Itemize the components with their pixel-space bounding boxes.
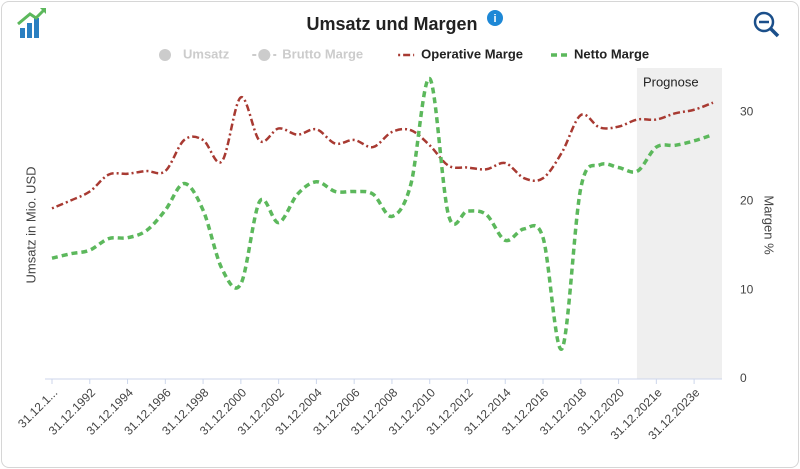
- series-line: [51, 76, 714, 351]
- legend-label: Netto Marge: [574, 46, 649, 61]
- legend-symbol: [258, 49, 271, 61]
- zoom-icon[interactable]: [753, 11, 780, 38]
- y2-tick-label: 0: [740, 371, 747, 385]
- chart-title: Umsatz und Margen: [306, 14, 477, 34]
- y2-tick-label: 10: [740, 282, 754, 296]
- svg-text:i: i: [493, 13, 496, 25]
- series-line: [51, 96, 714, 210]
- legend-item[interactable]: Netto Marge: [551, 46, 649, 61]
- legend-symbol: [159, 49, 171, 61]
- legend-label: Brutto Marge: [282, 46, 363, 61]
- legend-item[interactable]: Operative Marge: [398, 46, 523, 61]
- logo-icon: [17, 8, 46, 38]
- legend-item[interactable]: Umsatz: [159, 46, 230, 61]
- forecast-region: [636, 68, 722, 379]
- y2-tick-label: 30: [740, 105, 754, 119]
- legend-label: Operative Marge: [421, 46, 523, 61]
- legend-label: Umsatz: [183, 46, 230, 61]
- y-axis-label: Umsatz in Mio. USD: [23, 166, 38, 283]
- legend-item[interactable]: Brutto Marge: [252, 46, 363, 61]
- forecast-label: Prognose: [643, 74, 699, 89]
- y2-axis-label: Margen %: [762, 195, 777, 255]
- y2-tick-label: 20: [740, 193, 754, 207]
- info-icon[interactable]: i: [487, 10, 503, 26]
